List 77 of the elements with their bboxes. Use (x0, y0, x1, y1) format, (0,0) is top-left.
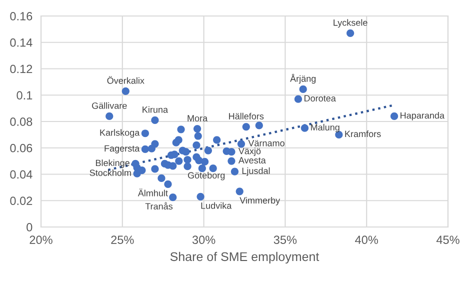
data-label: Tranås (145, 202, 173, 210)
point (294, 95, 302, 103)
data-label: Stockholm (90, 169, 131, 176)
point (169, 162, 177, 170)
data-label: Hällefors (229, 112, 264, 120)
point (141, 145, 149, 153)
data-label: Ludvika (201, 202, 232, 209)
point (184, 156, 192, 164)
point (222, 147, 230, 155)
point (151, 116, 159, 124)
point (390, 112, 398, 120)
data-label: Haparanda (400, 112, 445, 120)
point (141, 130, 149, 138)
point (175, 157, 183, 165)
x-tick-label: 45% (436, 236, 460, 244)
point (213, 136, 221, 144)
data-label: Göteborg (188, 172, 225, 180)
data-label: Avesta (238, 157, 266, 164)
y-tick-label: 0.06 (10, 144, 32, 152)
point (182, 148, 190, 156)
x-tick-label: 35% (274, 236, 297, 244)
data-label: Kramfors (345, 130, 381, 138)
point (106, 112, 114, 120)
point (237, 140, 246, 148)
y-tick-label: 0.14 (10, 38, 32, 47)
data-label: Ljusdal (242, 167, 270, 176)
y-tick-label: 0.16 (10, 12, 32, 20)
y-tick-label: 0.1 (16, 91, 32, 100)
point (158, 174, 166, 182)
point (299, 85, 307, 93)
y-tick-label: 0.12 (10, 64, 32, 74)
data-label: Mora (188, 115, 208, 122)
x-tick-label: 25% (111, 236, 134, 244)
point (204, 146, 212, 154)
y-tick-label: 0.08 (10, 118, 32, 126)
x-axis-title: Share of SME employment (170, 252, 320, 264)
point (177, 126, 185, 134)
data-label: Värnamo (248, 140, 284, 146)
data-label: Kiruna (142, 106, 168, 113)
data-label: Vimmerby (240, 196, 280, 206)
point (242, 122, 250, 131)
point (184, 162, 192, 170)
data-label: Blekinge (96, 159, 130, 168)
x-tick-label: 20% (30, 236, 52, 244)
point (172, 138, 180, 146)
data-label: Malung (311, 124, 340, 132)
point (346, 29, 354, 37)
point (164, 180, 172, 188)
data-label: Fagersta (104, 145, 140, 154)
data-label: Årjäng (290, 74, 316, 84)
data-label: Gällivare (92, 102, 127, 109)
data-label: Lycksele (334, 19, 368, 28)
point (196, 192, 204, 200)
point (228, 157, 236, 165)
point (133, 170, 141, 178)
x-tick-label: 30% (192, 236, 216, 244)
point (194, 132, 202, 140)
data-label: Växjö (238, 148, 261, 156)
y-tick-label: 0 (26, 223, 32, 232)
point (169, 194, 177, 202)
point (122, 87, 130, 95)
data-label: Älmhult (138, 188, 168, 196)
data-label: Karlskoga (100, 129, 140, 138)
x-tick-label: 40% (355, 236, 378, 244)
point (255, 122, 263, 130)
y-tick-label: 0.02 (10, 196, 32, 206)
point (230, 168, 239, 176)
point (192, 141, 200, 150)
point (200, 158, 209, 166)
point (151, 165, 159, 173)
point (151, 140, 159, 148)
y-tick-label: 0.04 (10, 170, 32, 179)
point (193, 124, 202, 133)
data-label: Överkalix (107, 76, 144, 84)
point (236, 188, 244, 196)
data-label: Dorotea (304, 95, 336, 102)
point (300, 124, 309, 132)
